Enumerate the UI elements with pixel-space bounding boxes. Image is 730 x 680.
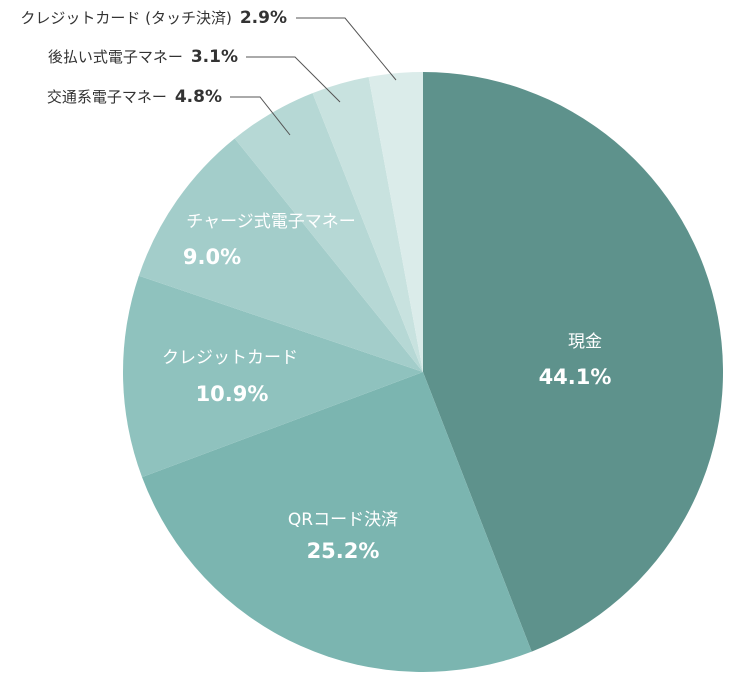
pie-slice bbox=[138, 138, 423, 372]
outside-label: 交通系電子マネー 4.8% bbox=[47, 87, 222, 107]
slice-value: 25.2% bbox=[307, 539, 380, 563]
pie-slice bbox=[423, 72, 723, 652]
leader-line bbox=[296, 17, 397, 81]
slice-value: 10.9% bbox=[196, 382, 269, 406]
slice-label: 現金 bbox=[568, 332, 602, 352]
pie-slice bbox=[122, 275, 423, 478]
slice-value: 3.1% bbox=[191, 47, 238, 67]
slice-label: チャージ式電子マネー bbox=[186, 212, 356, 232]
pie-slice bbox=[234, 93, 423, 373]
slice-label: QRコード決済 bbox=[288, 510, 398, 530]
leader-line bbox=[230, 96, 291, 136]
leader-line bbox=[246, 56, 341, 103]
pie-slice bbox=[312, 76, 423, 373]
outside-label: クレジットカード (タッチ決済) 2.9% bbox=[20, 8, 287, 28]
slice-value: 9.0% bbox=[183, 245, 241, 269]
slice-label: クレジットカード bbox=[162, 348, 298, 368]
slice-label: クレジットカード (タッチ決済) bbox=[20, 9, 231, 27]
outside-label: 後払い式電子マネー 3.1% bbox=[48, 47, 238, 67]
slice-label: 交通系電子マネー bbox=[47, 88, 167, 106]
slice-value: 2.9% bbox=[240, 8, 287, 28]
pie-slice bbox=[368, 72, 423, 372]
slice-value: 4.8% bbox=[175, 87, 222, 107]
pie-slice bbox=[142, 372, 532, 672]
slice-value: 44.1% bbox=[539, 365, 612, 389]
slice-label: 後払い式電子マネー bbox=[48, 48, 183, 66]
